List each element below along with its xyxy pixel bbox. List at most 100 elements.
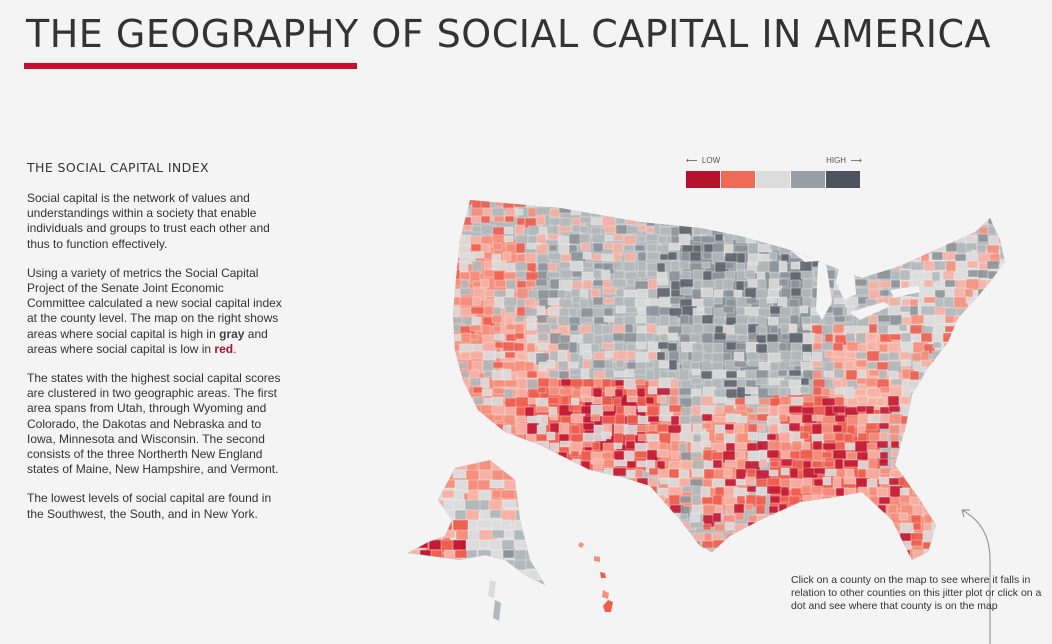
county-cell[interactable] [459,287,472,296]
county-cell[interactable] [1000,360,1016,371]
county-cell[interactable] [868,432,881,442]
county-cell[interactable] [812,440,823,451]
county-cell[interactable] [910,314,925,325]
county-cell[interactable] [823,234,836,244]
county-cell[interactable] [514,478,529,489]
county-cell[interactable] [899,423,912,437]
county-cell[interactable] [637,224,647,232]
county-cell[interactable] [911,442,921,454]
county-cell[interactable] [582,251,592,260]
county-cell[interactable] [932,441,942,449]
county-cell[interactable] [647,199,657,208]
county-cell[interactable] [989,396,1005,408]
county-cell[interactable] [966,414,978,426]
county-cell[interactable] [571,478,582,486]
county-cell[interactable] [755,377,769,386]
county-cell[interactable] [844,360,855,371]
county-cell[interactable] [625,440,636,450]
county-cell[interactable] [579,530,591,539]
county-cell[interactable] [923,559,940,570]
county-cell[interactable] [812,208,825,222]
county-cell[interactable] [878,343,889,353]
county-cell[interactable] [766,449,780,459]
county-cell[interactable] [954,233,967,243]
county-cell[interactable] [888,550,902,563]
county-cell[interactable] [1012,523,1023,529]
county-cell[interactable] [778,242,793,256]
county-cell[interactable] [887,206,902,214]
county-cell[interactable] [689,198,700,210]
county-cell[interactable] [832,306,844,317]
county-cell[interactable] [975,477,987,485]
county-cell[interactable] [537,476,548,489]
county-cell[interactable] [923,369,935,377]
county-cell[interactable] [967,459,978,472]
alaska-county-cell[interactable] [503,460,517,474]
county-cell[interactable] [769,559,781,567]
county-cell[interactable] [613,459,628,467]
county-cell[interactable] [691,540,701,551]
alaska-county-cell[interactable] [452,469,468,479]
county-cell[interactable] [801,242,811,253]
county-cell[interactable] [459,433,476,441]
county-cell[interactable] [746,485,758,493]
county-cell[interactable] [854,287,870,296]
county-cell[interactable] [955,387,971,398]
county-cell[interactable] [943,342,956,356]
county-cell[interactable] [626,278,636,286]
county-cell[interactable] [934,549,949,562]
county-cell[interactable] [988,235,1005,246]
county-cell[interactable] [558,370,570,380]
county-cell[interactable] [648,514,664,527]
county-cell[interactable] [712,369,728,379]
county-cell[interactable] [712,396,728,404]
county-cell[interactable] [736,252,746,264]
county-cell[interactable] [755,288,768,300]
county-cell[interactable] [800,270,814,280]
county-cell[interactable] [494,200,505,207]
county-cell[interactable] [854,512,865,523]
county-cell[interactable] [745,198,755,208]
alaska-county-cell[interactable] [408,479,419,493]
county-cell[interactable] [811,460,823,469]
county-cell[interactable] [923,279,934,288]
county-cell[interactable] [912,388,924,397]
county-cell[interactable] [700,217,711,231]
county-cell[interactable] [790,504,805,515]
county-cell[interactable] [987,332,1001,341]
county-cell[interactable] [645,485,658,495]
county-cell[interactable] [899,244,909,253]
county-cell[interactable] [527,459,544,467]
county-cell[interactable] [813,557,824,570]
county-cell[interactable] [701,422,713,430]
county-cell[interactable] [899,522,915,535]
county-cell[interactable] [890,440,901,449]
county-cell[interactable] [525,521,540,530]
county-cell[interactable] [923,449,938,461]
county-cell[interactable] [956,359,973,367]
county-cell[interactable] [492,361,505,369]
county-cell[interactable] [756,271,766,280]
alaska-county-cell[interactable] [428,569,449,582]
county-cell[interactable] [889,522,899,530]
county-cell[interactable] [733,289,743,298]
county-cell[interactable] [931,332,945,344]
county-cell[interactable] [579,225,589,234]
county-cell[interactable] [802,216,818,227]
alaska-county-cell[interactable] [525,499,542,511]
alaska-county-cell[interactable] [515,509,532,522]
county-cell[interactable] [766,532,781,545]
county-cell[interactable] [626,395,639,403]
county-cell[interactable] [614,557,629,570]
county-cell[interactable] [976,208,989,217]
county-cell[interactable] [701,314,715,325]
county-cell[interactable] [625,306,638,314]
county-cell[interactable] [645,332,655,342]
county-cell[interactable] [802,332,816,345]
county-cell[interactable] [690,451,703,459]
county-cell[interactable] [987,451,997,464]
county-cell[interactable] [879,215,891,229]
county-cell[interactable] [737,568,752,577]
county-cell[interactable] [580,485,597,495]
county-cell[interactable] [812,199,825,212]
